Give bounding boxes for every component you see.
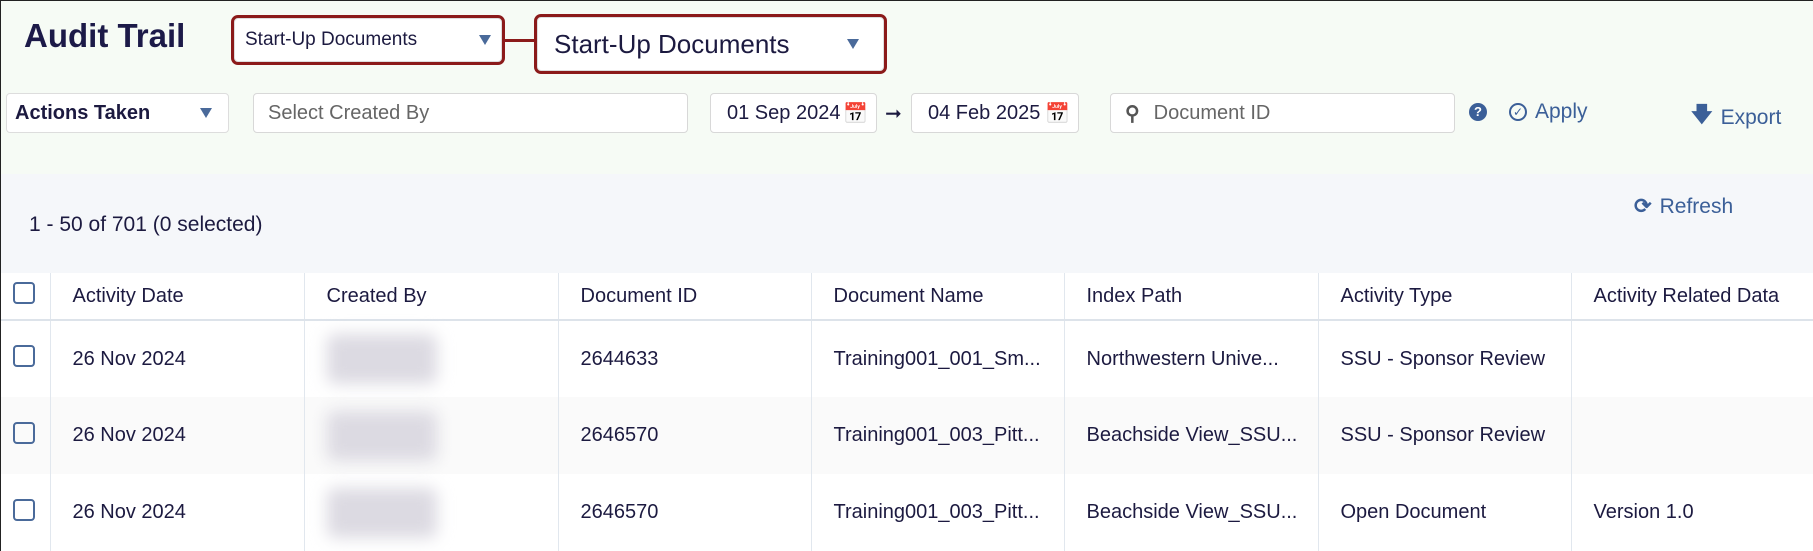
- arrow-down-icon: 🡇: [1691, 103, 1713, 126]
- cell-index_path: Northwestern Unive...: [1064, 320, 1319, 397]
- calendar-icon[interactable]: 📅: [843, 102, 868, 125]
- date-from-value: 01 Sep 2024: [727, 101, 841, 124]
- redacted-blur: [326, 410, 437, 461]
- actions-dropdown[interactable]: Actions Taken: [6, 93, 229, 133]
- row-checkbox[interactable]: [13, 345, 35, 367]
- row-checkbox[interactable]: [13, 421, 35, 444]
- calendar-icon[interactable]: 📅: [1045, 102, 1070, 125]
- cell-created-by-redacted: [304, 474, 559, 551]
- cell-created-by-redacted: [304, 397, 559, 474]
- cell-type: SSU - Sponsor Review: [1318, 320, 1572, 397]
- refresh-label: Refresh: [1659, 194, 1734, 218]
- search-icon: ⚲: [1125, 102, 1140, 125]
- cell-date: 26 Nov 2024: [50, 474, 305, 551]
- cell-type: Open Document: [1318, 474, 1572, 551]
- redacted-blur: [326, 487, 437, 538]
- callout-connector: [504, 39, 535, 42]
- refresh-button[interactable]: ⟳ Refresh: [1634, 194, 1733, 219]
- chevron-down-icon: [479, 35, 491, 45]
- cell-type: SSU - Sponsor Review: [1318, 397, 1572, 474]
- cell-index_path: Beachside View_SSU...: [1064, 397, 1319, 474]
- audit-table: Activity Date Created By Document ID Doc…: [1, 273, 1813, 551]
- table-header: Activity Date Created By Document ID Doc…: [1, 273, 1813, 321]
- cell-doc_id: 2646570: [558, 474, 812, 551]
- module-dropdown-zoomed[interactable]: Start-Up Documents: [534, 14, 887, 74]
- date-to-value: 04 Feb 2025: [928, 101, 1041, 124]
- summary-band: [1, 174, 1813, 273]
- module-dropdown-value: Start-Up Documents: [245, 29, 418, 50]
- cell-doc_id: 2644633: [558, 320, 812, 397]
- module-dropdown-zoomed-value: Start-Up Documents: [554, 28, 790, 59]
- select-all-checkbox[interactable]: [13, 282, 35, 304]
- actions-dropdown-value: Actions Taken: [15, 101, 151, 124]
- created-by-select[interactable]: Select Created By: [253, 93, 688, 133]
- cell-created-by-redacted: [304, 320, 559, 397]
- help-icon[interactable]: ?: [1469, 103, 1487, 121]
- cell-doc_name: Training001_003_Pitt...: [811, 397, 1065, 474]
- column-header[interactable]: Document ID: [558, 273, 812, 321]
- column-header[interactable]: Created By: [304, 273, 559, 321]
- cell-related: Version 1.0: [1593, 501, 1694, 523]
- table-row[interactable]: 26 Nov 2024 2646570 Training001_003_Pitt..…: [1, 397, 1813, 474]
- date-to-input[interactable]: 04 Feb 2025 📅: [911, 93, 1079, 133]
- refresh-icon: ⟳: [1634, 195, 1652, 218]
- page-title: Audit Trail: [24, 17, 186, 54]
- cell-doc_name: Training001_003_Pitt...: [811, 474, 1065, 551]
- document-id-search[interactable]: ⚲ Document ID: [1110, 93, 1455, 133]
- cell-index_path: Beachside View_SSU...: [1064, 474, 1319, 551]
- redacted-blur: [326, 334, 437, 384]
- column-header[interactable]: Document Name: [811, 273, 1065, 321]
- apply-label: Apply: [1535, 100, 1588, 123]
- cell-date: 26 Nov 2024: [50, 320, 305, 397]
- cell-date: 26 Nov 2024: [50, 397, 305, 474]
- export-button[interactable]: 🡇 Export: [1691, 100, 1781, 135]
- row-checkbox[interactable]: [13, 498, 35, 521]
- document-id-placeholder: Document ID: [1153, 101, 1271, 124]
- date-from-input[interactable]: 01 Sep 2024 📅: [710, 93, 877, 133]
- column-header[interactable]: Activity Date: [50, 273, 305, 321]
- cell-doc_name: Training001_001_Sm...: [811, 320, 1065, 397]
- export-label: Export: [1720, 105, 1782, 129]
- check-circle-icon: ✓: [1509, 103, 1527, 121]
- column-header[interactable]: Index Path: [1064, 273, 1319, 321]
- column-header[interactable]: Activity Type: [1318, 273, 1572, 321]
- arrow-right-icon: ➞: [885, 103, 902, 125]
- column-header[interactable]: Activity Related Data: [1571, 273, 1813, 321]
- chevron-down-icon: [847, 39, 859, 49]
- cell-doc_id: 2646570: [558, 397, 812, 474]
- module-dropdown[interactable]: Start-Up Documents: [231, 15, 505, 65]
- cell-related: [1571, 397, 1813, 474]
- cell-related: [1571, 320, 1813, 397]
- chevron-down-icon: [200, 108, 212, 118]
- result-count: 1 - 50 of 701 (0 selected): [29, 213, 263, 236]
- created-by-placeholder: Select Created By: [268, 101, 430, 124]
- table-row[interactable]: 26 Nov 2024 2646570 Training001_003_Pitt..…: [1, 474, 1813, 551]
- apply-button[interactable]: ✓ Apply: [1509, 100, 1588, 124]
- table-row[interactable]: 26 Nov 2024 2644633 Training001_001_Sm... N…: [1, 320, 1813, 397]
